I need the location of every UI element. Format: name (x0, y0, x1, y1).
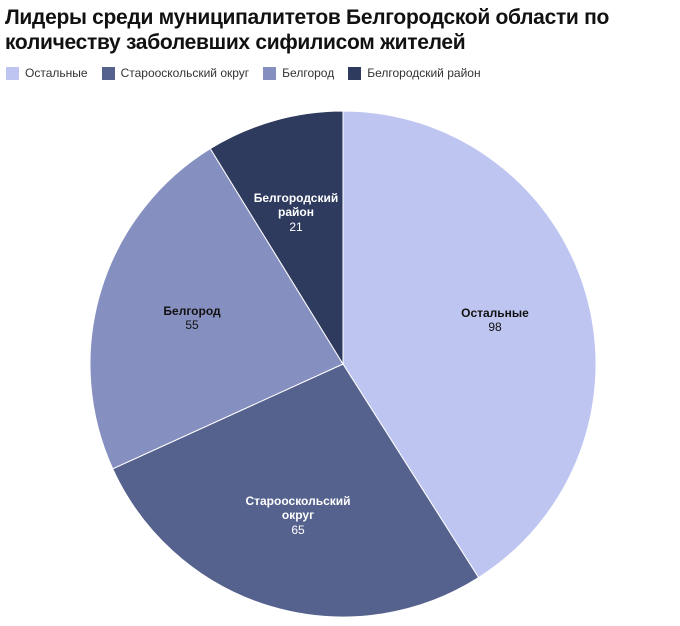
legend-item-belgorod[interactable]: Белгород (263, 66, 334, 80)
legend-swatch-icon (263, 66, 277, 80)
slice-label-ostalnye: Остальные (461, 306, 529, 320)
slice-label-starooskolsky: Старооскольский (245, 494, 350, 508)
legend-swatch-icon (348, 66, 362, 80)
chart-title: Лидеры среди муниципалитетов Белгородско… (5, 6, 609, 54)
legend: Остальные Старооскольский округ Белгород… (6, 66, 495, 80)
slice-label-belgorod: Белгород (163, 304, 221, 318)
slice-value-belgorod: 55 (185, 318, 199, 332)
legend-label: Старооскольский округ (120, 66, 250, 80)
legend-swatch-icon (101, 66, 115, 80)
legend-label: Белгород (282, 66, 335, 80)
slice-value-starooskolsky: 65 (291, 523, 305, 537)
slice-belgorodsky-rayon[interactable] (209, 110, 344, 366)
legend-item-belgorodsky-rayon[interactable]: Белгородский район (348, 66, 481, 80)
legend-label: Белгородский район (367, 66, 481, 80)
slice-value-belgorodsky-rayon: 21 (289, 220, 303, 234)
legend-label: Остальные (25, 66, 88, 80)
slice-value-ostalnye: 98 (488, 320, 502, 334)
slice-label-belgorodsky-rayon: Белгородский (254, 191, 339, 205)
slice-belgorod[interactable] (89, 147, 344, 470)
legend-item-starooskolsky[interactable]: Старооскольский округ (101, 66, 250, 80)
slice-label-belgorodsky-rayon-2: район (278, 205, 314, 219)
slice-ostalnye[interactable] (342, 110, 597, 579)
slice-label-starooskolsky-2: округ (282, 508, 314, 522)
legend-swatch-icon (6, 66, 19, 80)
legend-item-ostalnye[interactable]: Остальные (6, 66, 88, 80)
